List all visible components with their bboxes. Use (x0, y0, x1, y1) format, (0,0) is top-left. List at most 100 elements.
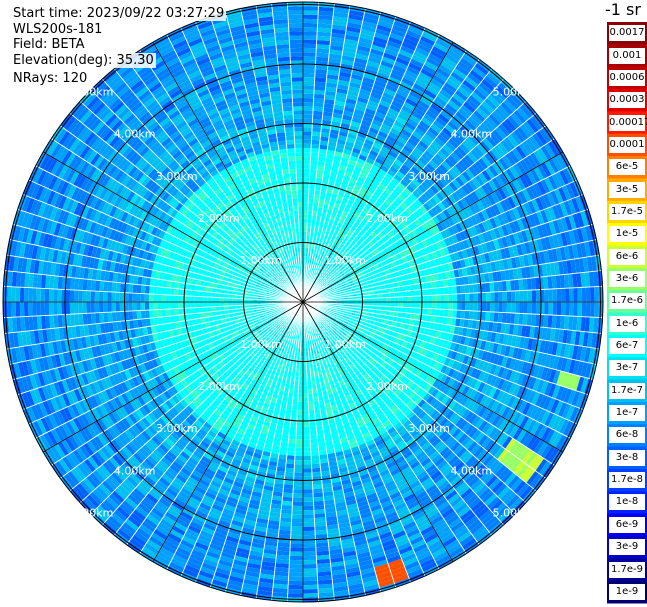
beta-gate (319, 144, 328, 150)
beta-gate (386, 80, 400, 89)
beta-gate (343, 270, 349, 275)
beta-gate (533, 166, 545, 181)
beta-gate (515, 177, 526, 191)
beta-gate (349, 272, 355, 278)
beta-gate (329, 133, 339, 139)
beta-gate (359, 201, 367, 208)
beta-gate (347, 277, 353, 282)
beta-gate (325, 288, 330, 292)
beta-gate (303, 89, 315, 94)
beta-gate (303, 480, 313, 486)
beta-gate (403, 187, 412, 196)
beta-gate (473, 88, 487, 101)
beta-gate (376, 72, 390, 81)
beta-gate (327, 205, 334, 211)
beta-gate (432, 224, 441, 234)
beta-gate (320, 128, 331, 134)
beta-gate (505, 183, 515, 197)
beta-gate (336, 275, 342, 280)
beta-gate (389, 72, 403, 82)
beta-gate (303, 22, 318, 28)
beta-gate (391, 123, 403, 133)
beta-gate (400, 201, 409, 210)
beta-gate (441, 85, 455, 97)
beta-gate (529, 115, 543, 131)
beta-gate (292, 497, 303, 502)
beta-gate (411, 110, 424, 121)
beta-gate (422, 202, 431, 212)
beta-gate (426, 187, 436, 198)
beta-gate (377, 130, 389, 139)
beta-gate (322, 111, 333, 117)
beta-gate (405, 97, 418, 108)
beta-gate (431, 45, 447, 57)
beta-gate (433, 182, 443, 192)
beta-gate (481, 311, 486, 322)
beta-gate (425, 57, 441, 68)
beta-gate (373, 175, 383, 184)
beta-gate (289, 430, 297, 436)
beta-gate (448, 286, 453, 295)
beta-gate (309, 235, 314, 241)
beta-gate (577, 287, 583, 302)
beta-gate (365, 175, 374, 183)
beta-gate (329, 246, 335, 252)
beta-gate (328, 201, 336, 207)
beta-gate (325, 213, 332, 219)
beta-gate (389, 104, 402, 113)
beta-gate (491, 110, 505, 124)
beta-gate (452, 68, 467, 80)
beta-gate (371, 164, 381, 173)
beta-gate (344, 38, 359, 46)
beta-gate (440, 294, 445, 302)
beta-gate (473, 302, 478, 312)
beta-gate (423, 149, 434, 160)
beta-gate (303, 505, 314, 511)
beta-gate (438, 63, 453, 75)
beta-gate (333, 104, 345, 111)
beta-gate (376, 107, 388, 116)
beta-gate (312, 484, 323, 490)
beta-gate (303, 252, 306, 257)
beta-gate (313, 270, 317, 276)
beta-gate (382, 119, 394, 128)
beta-gate (471, 177, 482, 189)
beta-gate (482, 137, 494, 150)
beta-gate (447, 216, 456, 227)
beta-gate (371, 119, 383, 127)
beta-gate (303, 185, 310, 190)
beta-gate (328, 255, 333, 261)
beta-gate (308, 202, 314, 207)
beta-gate (398, 132, 410, 142)
beta-gate (409, 58, 424, 69)
beta-gate (379, 204, 387, 213)
beta-gate (434, 204, 443, 214)
beta-gate (329, 197, 337, 203)
beta-gate (450, 151, 461, 163)
beta-gate (367, 172, 376, 180)
beta-gate (407, 296, 412, 302)
beta-gate (344, 241, 351, 247)
beta-gate (467, 193, 477, 205)
beta-gate (530, 152, 542, 167)
beta-gate (577, 302, 583, 317)
beta-gate (391, 68, 405, 78)
beta-gate (485, 116, 498, 130)
beta-gate (395, 57, 410, 67)
beta-gate (303, 193, 309, 198)
beta-gate (311, 127, 322, 133)
beta-gate (457, 61, 472, 73)
beta-gate (303, 393, 308, 398)
beta-gate (294, 455, 303, 461)
beta-gate (308, 198, 314, 203)
beta-gate (283, 484, 294, 490)
beta-gate (338, 75, 351, 82)
beta-gate (303, 572, 318, 577)
beta-gate (315, 56, 329, 62)
beta-gate (403, 198, 412, 208)
beta-gate (303, 547, 317, 552)
beta-gate (447, 194, 457, 205)
beta-gate (303, 589, 319, 594)
beta-gate (431, 288, 437, 296)
beta-gate (314, 73, 327, 79)
